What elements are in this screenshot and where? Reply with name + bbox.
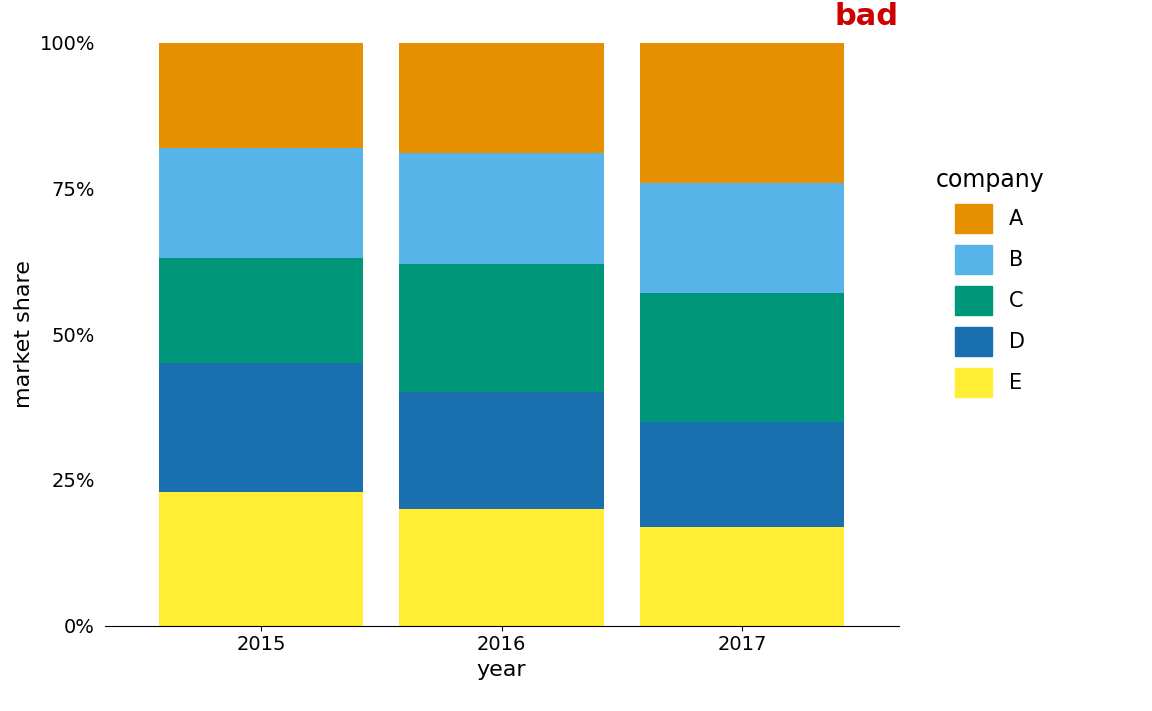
Bar <box>641 294 844 422</box>
Bar <box>400 154 604 264</box>
Bar <box>400 392 604 509</box>
Bar <box>641 43 844 183</box>
Legend: A, B, C, D, E: A, B, C, D, E <box>925 158 1054 407</box>
Bar <box>400 43 604 154</box>
Bar <box>641 527 844 626</box>
Bar <box>400 264 604 392</box>
Bar <box>400 509 604 626</box>
Bar <box>159 148 363 258</box>
Y-axis label: market share: market share <box>14 260 33 408</box>
Bar <box>159 491 363 626</box>
Bar <box>641 183 844 294</box>
Bar <box>159 43 363 148</box>
Bar <box>159 363 363 491</box>
X-axis label: year: year <box>477 660 526 680</box>
Text: bad: bad <box>834 2 899 31</box>
Bar <box>641 422 844 527</box>
Bar <box>159 258 363 363</box>
